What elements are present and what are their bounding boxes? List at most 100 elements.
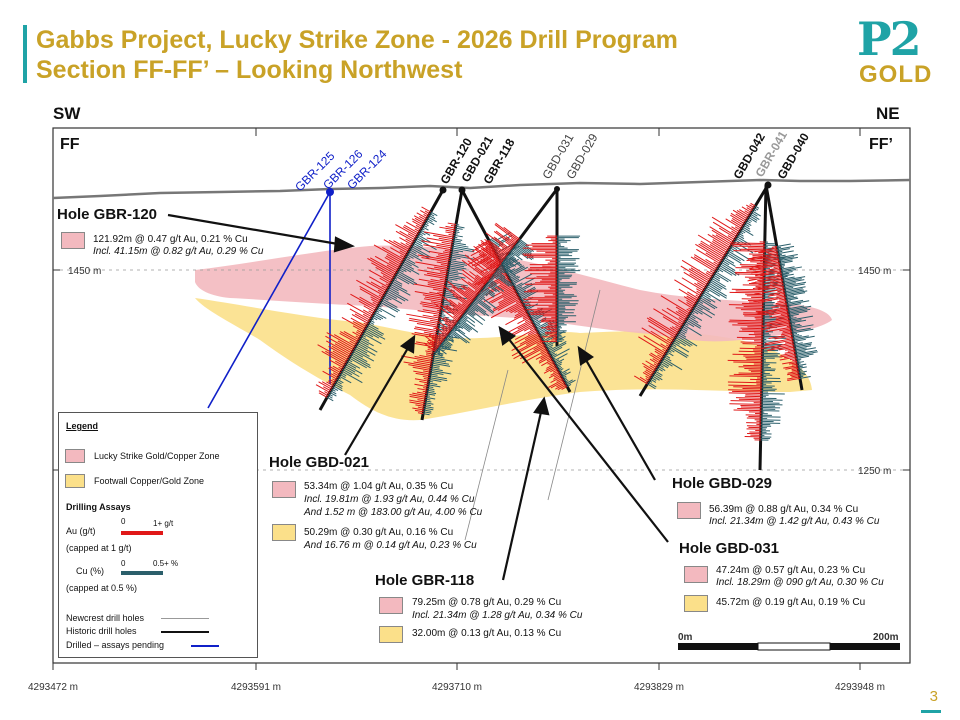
cu-assay-tick bbox=[509, 275, 519, 281]
legend-au-bar bbox=[121, 531, 163, 535]
cu-assay-tick bbox=[781, 273, 794, 277]
cu-assay-tick bbox=[426, 393, 436, 396]
au-assay-tick bbox=[731, 226, 740, 233]
cu-assay-tick bbox=[777, 245, 795, 250]
cu-assay-tick bbox=[784, 286, 806, 291]
cu-assay-tick bbox=[498, 266, 509, 275]
au-assay-tick bbox=[718, 227, 737, 239]
au-assay-tick bbox=[649, 365, 657, 370]
au-assay-tick bbox=[777, 289, 785, 293]
au-assay-tick bbox=[734, 271, 765, 274]
cu-assay-tick bbox=[560, 371, 567, 376]
au-assay-tick bbox=[395, 230, 415, 242]
au-assay-tick bbox=[712, 239, 730, 250]
au-assay-tick bbox=[437, 254, 451, 258]
au-assay-tick bbox=[746, 254, 779, 262]
cu-assay-tick bbox=[413, 242, 431, 253]
cu-assay-tick bbox=[341, 370, 363, 384]
cu-assay-tick bbox=[405, 255, 411, 260]
legend-cu-cap: (capped at 0.5 %) bbox=[66, 583, 138, 593]
au-assay-tick bbox=[370, 281, 387, 292]
au-assay-tick bbox=[478, 253, 499, 269]
cu-assay-tick bbox=[432, 357, 453, 362]
cu-assay-tick bbox=[395, 273, 415, 285]
au-assay-tick bbox=[755, 270, 782, 276]
topography-line bbox=[53, 178, 910, 200]
hole-gbd-021-title: Hole GBD-021 bbox=[269, 454, 370, 471]
cu-assay-tick bbox=[549, 346, 563, 355]
cu-assay-tick bbox=[553, 359, 560, 363]
cu-assay-tick bbox=[431, 364, 440, 367]
au-assay-tick bbox=[765, 268, 781, 273]
au-assay-tick bbox=[423, 214, 429, 218]
legend-cu-max: 0.5+ % bbox=[153, 559, 179, 568]
cu-assay-tick bbox=[449, 263, 465, 268]
cu-assay-tick bbox=[455, 227, 463, 230]
cu-assay-tick bbox=[512, 247, 529, 260]
cu-assay-tick bbox=[440, 314, 446, 316]
cu-assay-tick bbox=[417, 234, 431, 243]
cu-assay-tick bbox=[729, 247, 750, 260]
au-assay-tick bbox=[343, 330, 360, 341]
easting-3: 4293710 m bbox=[432, 682, 482, 693]
au-assay-tick bbox=[650, 352, 663, 361]
legend-yellow-swatch bbox=[65, 474, 85, 488]
au-assay-tick bbox=[732, 209, 748, 220]
au-assay-tick bbox=[367, 258, 397, 275]
cu-assay-tick bbox=[449, 261, 467, 266]
au-assay-tick bbox=[557, 384, 567, 391]
cu-assay-tick bbox=[408, 250, 419, 258]
cu-assay-tick bbox=[452, 245, 475, 251]
au-assay-tick bbox=[428, 250, 451, 256]
au-assay-tick bbox=[499, 278, 510, 285]
au-assay-tick bbox=[388, 261, 400, 269]
page-number: 3 bbox=[929, 688, 938, 705]
au-assay-tick bbox=[775, 301, 787, 305]
au-assay-tick bbox=[513, 310, 528, 319]
au-assay-tick bbox=[678, 310, 689, 318]
au-assay-tick bbox=[415, 404, 425, 407]
au-assay-tick bbox=[791, 369, 799, 372]
au-assay-tick bbox=[517, 320, 533, 330]
cu-assay-tick bbox=[456, 322, 470, 333]
cu-assay-tick bbox=[649, 380, 653, 383]
au-assay-tick bbox=[733, 373, 763, 376]
cu-assay-tick bbox=[789, 316, 794, 318]
au-assay-tick bbox=[450, 224, 456, 227]
au-assay-tick bbox=[447, 222, 457, 225]
cu-assay-tick bbox=[345, 364, 363, 375]
cu-assay-tick bbox=[784, 289, 805, 294]
au-assay-tick bbox=[738, 350, 763, 353]
au-assay-tick bbox=[332, 378, 337, 382]
cu-assay-tick bbox=[707, 284, 728, 297]
au-assay-tick bbox=[740, 248, 765, 251]
cu-assay-tick bbox=[513, 283, 517, 287]
cu-assay-tick bbox=[552, 357, 556, 361]
au-assay-tick bbox=[538, 356, 552, 364]
au-assay-tick bbox=[791, 363, 798, 366]
cu-assay-tick bbox=[655, 369, 660, 372]
cu-assay-tick bbox=[670, 344, 689, 357]
page-number-accent bbox=[921, 710, 941, 713]
cu-assay-tick bbox=[381, 298, 398, 308]
legend-historic-line bbox=[161, 631, 209, 633]
cu-assay-tick bbox=[797, 361, 804, 364]
cu-assay-tick bbox=[391, 280, 403, 287]
cu-assay-tick bbox=[326, 396, 334, 402]
cu-assay-tick bbox=[455, 224, 460, 226]
cu-assay-tick bbox=[479, 291, 485, 297]
cu-assay-tick bbox=[327, 395, 333, 399]
au-assay-tick bbox=[503, 291, 517, 299]
au-assay-tick bbox=[417, 412, 424, 415]
cu-assay-tick bbox=[500, 264, 517, 277]
cu-assay-tick bbox=[778, 256, 795, 260]
elev-1450-right: 1450 m bbox=[858, 266, 891, 277]
au-assay-tick bbox=[329, 359, 344, 369]
cu-assay-tick bbox=[798, 370, 807, 374]
au-assay-tick bbox=[385, 283, 390, 287]
section-ff-label: FF bbox=[60, 136, 80, 153]
au-assay-tick bbox=[419, 380, 429, 384]
au-assay-tick bbox=[681, 277, 704, 292]
cu-assay-tick bbox=[564, 379, 569, 383]
cu-assay-tick bbox=[740, 229, 746, 234]
